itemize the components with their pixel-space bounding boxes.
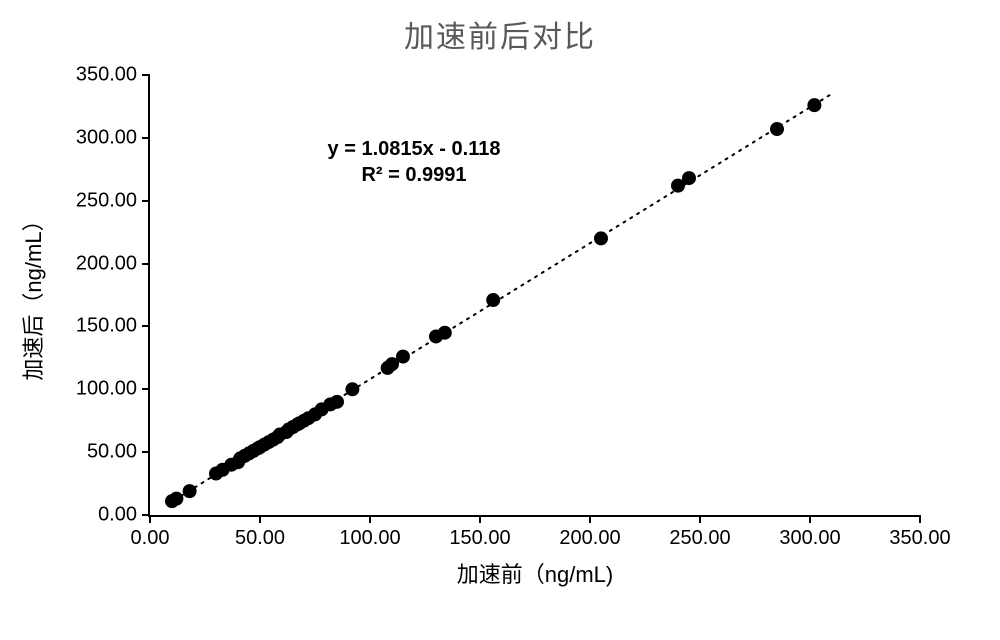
x-axis-label: 加速前（ng/mL)	[457, 557, 613, 589]
x-tick	[259, 515, 261, 523]
y-tick-label: 50.00	[67, 441, 137, 464]
x-tick-label: 200.00	[559, 527, 620, 550]
y-tick-label: 0.00	[67, 504, 137, 527]
x-tick-label: 300.00	[779, 527, 840, 550]
regression-equation: y = 1.0815x - 0.118	[328, 138, 501, 161]
regression-r2: R² = 0.9991	[361, 164, 466, 187]
data-point	[594, 231, 608, 245]
x-tick-label: 50.00	[235, 527, 285, 550]
plot-area	[150, 75, 920, 515]
y-tick-label: 200.00	[67, 252, 137, 275]
chart-container: 加速前后对比 0.00 50.00 100.00 150.00 200.00 250.00…	[0, 0, 1000, 640]
data-point	[396, 350, 410, 364]
x-tick	[919, 515, 921, 523]
y-tick-label: 250.00	[67, 189, 137, 212]
x-tick	[809, 515, 811, 523]
scatter-svg	[150, 75, 920, 515]
y-tick	[142, 137, 150, 139]
data-point	[682, 171, 696, 185]
data-point	[169, 492, 183, 506]
chart-title: 加速前后对比	[0, 12, 1000, 56]
data-point	[330, 395, 344, 409]
y-tick-label: 350.00	[67, 64, 137, 87]
x-tick	[699, 515, 701, 523]
data-point	[486, 293, 500, 307]
x-tick	[589, 515, 591, 523]
x-tick-label: 350.00	[889, 527, 950, 550]
y-tick	[142, 325, 150, 327]
y-tick	[142, 263, 150, 265]
data-point	[438, 326, 452, 340]
data-point	[345, 382, 359, 396]
x-tick	[149, 515, 151, 523]
y-tick-label: 100.00	[67, 378, 137, 401]
y-tick	[142, 451, 150, 453]
y-tick	[142, 74, 150, 76]
data-point	[183, 484, 197, 498]
y-tick	[142, 200, 150, 202]
y-axis-label: 加速后（ng/mL）	[16, 209, 48, 380]
data-point	[770, 122, 784, 136]
y-tick	[142, 514, 150, 516]
x-tick-label: 250.00	[669, 527, 730, 550]
y-tick-label: 150.00	[67, 315, 137, 338]
y-tick-label: 300.00	[67, 126, 137, 149]
x-tick	[369, 515, 371, 523]
x-tick-label: 100.00	[339, 527, 400, 550]
x-tick-label: 0.00	[131, 527, 170, 550]
y-tick	[142, 388, 150, 390]
x-tick	[479, 515, 481, 523]
x-axis-line	[150, 515, 920, 517]
data-point	[807, 98, 821, 112]
x-tick-label: 150.00	[449, 527, 510, 550]
